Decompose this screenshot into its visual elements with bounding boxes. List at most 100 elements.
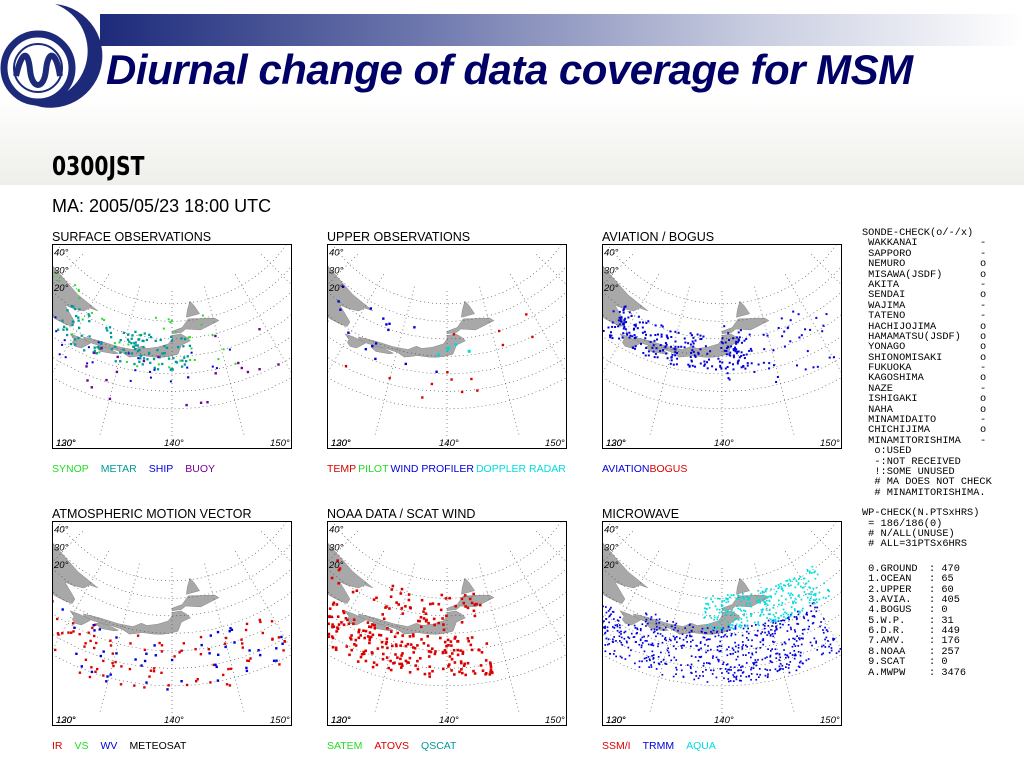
observation-point — [106, 675, 109, 678]
observation-point — [605, 611, 608, 614]
observation-point — [688, 631, 691, 634]
observation-point — [435, 370, 438, 373]
observation-point — [763, 627, 766, 630]
observation-point — [638, 666, 641, 668]
observation-point — [792, 310, 795, 313]
observation-point — [619, 616, 621, 619]
longitude-label: 140° — [714, 438, 734, 449]
observation-point — [838, 650, 840, 653]
observation-point — [489, 670, 492, 674]
observation-point — [712, 657, 714, 659]
observation-point — [706, 361, 708, 364]
observation-point — [127, 352, 130, 355]
observation-point — [653, 628, 656, 631]
observation-point — [790, 614, 793, 617]
observation-point — [751, 653, 754, 656]
observation-point — [464, 673, 467, 677]
observation-point — [456, 653, 460, 657]
observation-point — [649, 659, 651, 662]
observation-point — [687, 363, 690, 366]
observation-point — [801, 637, 804, 640]
observation-point — [245, 669, 249, 673]
observation-point — [768, 600, 771, 602]
observation-point — [729, 653, 732, 655]
latitude-label: 30° — [54, 265, 69, 276]
observation-point — [692, 626, 694, 628]
observation-point — [734, 348, 737, 351]
observation-point — [708, 607, 711, 609]
observation-point — [651, 642, 654, 645]
observation-point — [638, 643, 641, 646]
observation-point — [716, 649, 719, 651]
longitude-label: 140° — [439, 438, 459, 449]
observation-point — [173, 655, 176, 658]
observation-point — [777, 327, 780, 329]
observation-point — [734, 651, 737, 653]
observation-point — [745, 616, 748, 619]
observation-point — [683, 644, 685, 647]
observation-point — [673, 347, 676, 350]
observation-point — [154, 654, 157, 657]
observation-point — [690, 635, 693, 638]
observation-point — [759, 647, 762, 649]
observation-point — [713, 616, 716, 619]
observation-point — [742, 627, 745, 630]
observation-point — [249, 657, 252, 660]
station-name: SAPPORO — [862, 247, 912, 260]
observation-point — [674, 351, 677, 354]
observation-point — [731, 609, 733, 611]
observation-point — [734, 626, 737, 629]
observation-point — [161, 362, 164, 366]
observation-point — [722, 635, 725, 638]
observation-point — [761, 611, 763, 614]
observation-point — [806, 611, 808, 614]
observation-point — [373, 624, 376, 627]
observation-point — [706, 352, 709, 355]
observation-point — [632, 636, 635, 638]
observation-point — [163, 352, 166, 355]
observation-point — [723, 349, 726, 352]
observation-point — [695, 644, 698, 647]
observation-point — [824, 626, 826, 629]
observation-point — [776, 670, 779, 673]
observation-point — [643, 330, 646, 333]
observation-point — [336, 626, 339, 629]
observation-point — [672, 621, 674, 623]
observation-point — [616, 629, 619, 632]
observation-point — [745, 353, 748, 356]
observation-point — [803, 617, 806, 620]
observation-point — [692, 336, 695, 339]
observation-point — [152, 670, 156, 673]
observation-point — [691, 340, 694, 343]
observation-point — [762, 600, 765, 602]
observation-point — [786, 663, 788, 665]
coverage-map: 40°30°20°120°130° 140° 150° — [327, 521, 567, 726]
observation-point — [214, 663, 217, 666]
observation-point — [703, 364, 706, 367]
observation-point — [815, 586, 818, 589]
observation-point — [635, 641, 637, 643]
observation-point — [732, 354, 735, 357]
observation-point — [827, 589, 830, 591]
observation-point — [813, 602, 815, 605]
latitude-label: 30° — [604, 542, 619, 553]
observation-point — [757, 659, 759, 661]
observation-point — [728, 668, 731, 671]
observation-point — [660, 651, 662, 654]
observation-point — [726, 654, 729, 657]
observation-point — [116, 355, 119, 359]
observation-point — [813, 637, 816, 640]
observation-point — [704, 610, 707, 613]
observation-point — [750, 613, 753, 615]
longitude-line — [602, 530, 634, 563]
observation-point — [721, 631, 723, 633]
count-key: 5.W.P. — [862, 614, 906, 627]
observation-point — [746, 598, 749, 600]
landmass — [52, 264, 220, 358]
observation-point — [734, 625, 737, 627]
observation-point — [217, 358, 220, 361]
observation-point — [666, 337, 669, 340]
observation-point — [327, 622, 330, 626]
observation-point — [671, 353, 674, 356]
observation-point — [794, 609, 796, 612]
